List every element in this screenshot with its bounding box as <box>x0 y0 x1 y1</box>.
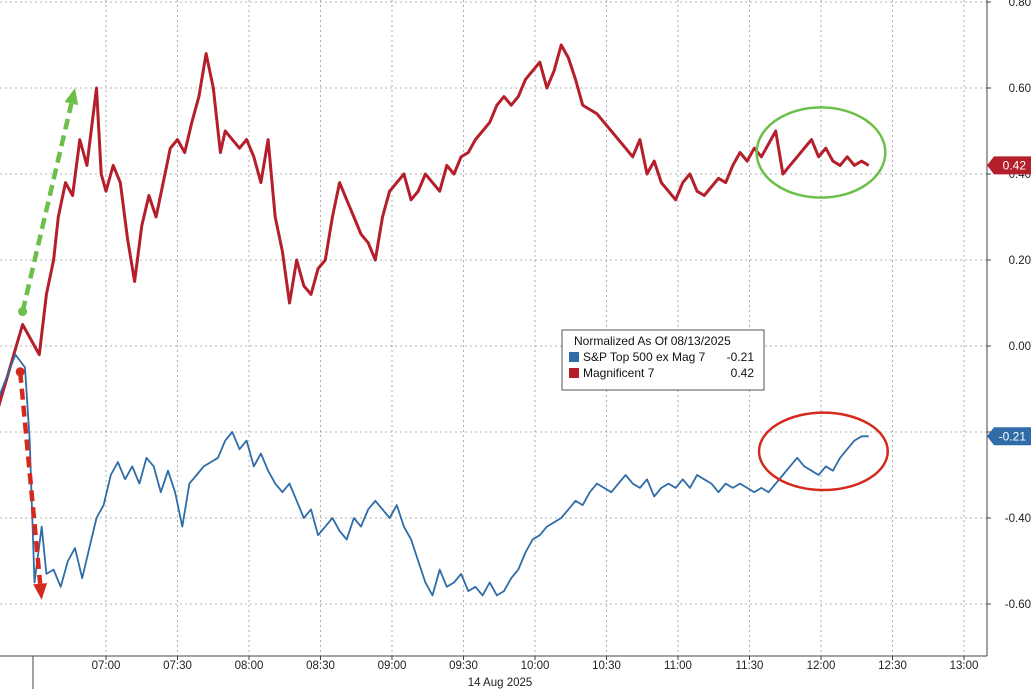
legend-title: Normalized As Of 08/13/2025 <box>574 334 731 348</box>
legend-entry-value: -0.21 <box>727 350 755 364</box>
legend-entry-name: Magnificent 7 <box>583 366 655 380</box>
last-value-badge-box <box>987 156 1031 175</box>
x-tick-label: 08:30 <box>306 660 335 672</box>
x-tick-label: 12:00 <box>807 660 836 672</box>
last-value-badges: 0.42 -0.21 <box>987 156 1031 446</box>
x-tick-label: 09:30 <box>449 660 478 672</box>
legend-entry-value: 0.42 <box>731 366 755 380</box>
series-line-s-p-top-500-ex-mag-7 <box>0 353 869 597</box>
y-tick-label: 0.20 <box>1009 255 1031 267</box>
legend-swatch <box>569 368 579 378</box>
last-value-badge-label: -0.21 <box>999 429 1027 443</box>
annotation-ellipse <box>755 106 887 199</box>
x-tick-label: 12:30 <box>878 660 907 672</box>
x-tick-label: 09:00 <box>378 660 407 672</box>
x-tick-label: 11:30 <box>736 660 764 672</box>
x-axis-date-label: 14 Aug 2025 <box>468 677 533 689</box>
series-line-magnificent-7 <box>0 43 870 407</box>
legend: Normalized As Of 08/13/2025 S&P Top 500 e… <box>561 329 765 391</box>
y-tick-label: -0.60 <box>1005 599 1031 611</box>
y-tick-label: 0.80 <box>1009 0 1031 9</box>
series-layer <box>0 43 870 597</box>
annotation-layer <box>15 88 889 600</box>
y-tick-label: 0.00 <box>1009 341 1031 353</box>
annotation-arrow-head <box>33 583 48 600</box>
x-tick-label: 10:00 <box>521 660 550 672</box>
annotation-arrow-start-dot <box>15 367 25 377</box>
x-tick-label: 07:30 <box>163 660 192 672</box>
x-tick-label: 13:00 <box>950 660 979 672</box>
annotation-arrow-head <box>64 88 79 106</box>
legend-box <box>561 329 765 391</box>
grid-lines <box>0 0 987 656</box>
y-tick-label: 0.60 <box>1009 83 1031 95</box>
annotation-arrow-shaft <box>20 103 74 313</box>
y-tick-label: -0.40 <box>1005 513 1031 525</box>
legend-swatch <box>569 352 579 362</box>
annotation-arrow-start-dot <box>18 307 28 317</box>
legend-entry-name: S&P Top 500 ex Mag 7 <box>583 350 706 364</box>
x-tick-label: 08:00 <box>235 660 264 672</box>
last-value-badge: -0.21 <box>987 427 1031 446</box>
annotation-ellipse <box>757 411 889 492</box>
axes <box>0 0 988 689</box>
x-axis-ticks: 07:00 07:30 08:00 08:30 09:00 09:30 10:00 10:30… <box>92 656 979 672</box>
x-tick-label: 07:00 <box>92 660 121 672</box>
x-tick-label: 11:00 <box>664 660 692 672</box>
x-tick-label: 10:30 <box>592 660 621 672</box>
last-value-badge: 0.42 <box>987 156 1031 175</box>
annotation-arrow-shaft <box>17 371 43 584</box>
last-value-badge-box <box>987 427 1031 446</box>
last-value-badge-label: 0.42 <box>1003 158 1027 172</box>
